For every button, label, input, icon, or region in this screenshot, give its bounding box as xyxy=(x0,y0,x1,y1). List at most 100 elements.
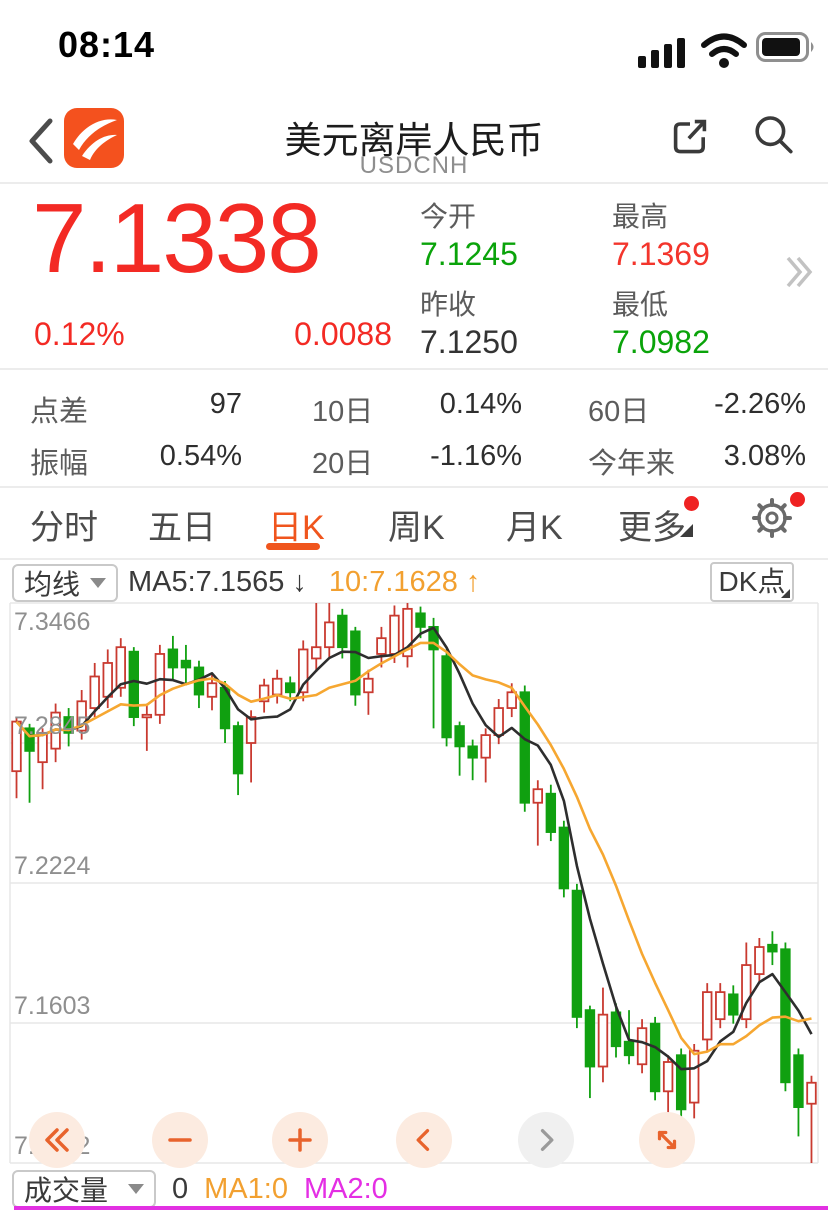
more-tab-badge xyxy=(684,496,699,511)
dk-corner-icon xyxy=(781,589,790,598)
stat-label-60d: 60日 xyxy=(588,396,650,428)
dropdown-arrow-icon xyxy=(90,578,106,588)
candle-body xyxy=(245,716,257,744)
indicator-selector-label: 成交量 xyxy=(24,1175,109,1206)
volume-bar: 成交量 0 MA1:0 MA2:0 xyxy=(12,1170,388,1208)
candle-body xyxy=(402,607,413,658)
candle-body xyxy=(597,1013,609,1068)
stat-value-amplitude: 0.54% xyxy=(159,440,242,472)
candle-body xyxy=(519,691,530,804)
ma5-direction-arrow: ↓ xyxy=(292,566,307,598)
dk-point-button[interactable]: DK点 xyxy=(710,562,794,602)
share-icon[interactable] xyxy=(666,112,714,160)
candle-body xyxy=(662,1061,674,1093)
candle-body xyxy=(206,682,218,698)
candle-body xyxy=(311,646,322,660)
back-icon[interactable] xyxy=(24,116,58,166)
candle-body xyxy=(271,677,283,696)
ma10-direction-arrow: ↑ xyxy=(465,566,481,598)
y-axis-label: 7.2224 xyxy=(14,852,91,880)
stat-value-spread: 97 xyxy=(209,388,242,420)
candle-body xyxy=(793,1054,804,1108)
battery-icon xyxy=(756,32,814,62)
expand-diagonal-icon xyxy=(657,1130,677,1150)
divider xyxy=(0,182,828,184)
candle-body xyxy=(24,727,35,752)
candle-body xyxy=(180,659,192,669)
candle-body xyxy=(141,713,153,719)
current-price: 7.1338 xyxy=(32,183,322,293)
status-bar-time: 08:14 xyxy=(58,24,156,65)
candle-body xyxy=(558,826,570,890)
ma-selector-label: 均线 xyxy=(24,569,81,600)
volume-ma2: MA2:0 xyxy=(303,1172,388,1205)
y-axis-label: 7.1603 xyxy=(14,992,91,1020)
volume-ma1: MA1:0 xyxy=(204,1172,288,1205)
candle-body xyxy=(154,653,166,716)
ma-values: MA5:7.1565 ↓ 10:7.1628 ↑ xyxy=(128,566,480,599)
plus-icon xyxy=(288,1128,312,1152)
settings-gear-icon[interactable] xyxy=(750,496,794,540)
candle-body xyxy=(89,675,100,709)
dropdown-arrow-icon xyxy=(128,1184,144,1194)
divider xyxy=(0,486,828,488)
symbol-subtitle: USDCNH xyxy=(359,152,469,179)
wifi-icon xyxy=(701,33,747,68)
candle-body xyxy=(754,946,765,975)
candle-body xyxy=(363,677,374,694)
change-value: 0.0088 xyxy=(294,316,392,352)
quote-cell-open: 今开 7.1245 xyxy=(420,201,518,272)
fullscreen-button[interactable] xyxy=(639,1112,695,1168)
candle-body xyxy=(284,682,296,694)
candle-body xyxy=(545,792,557,833)
candle-body xyxy=(337,614,348,649)
candle-body xyxy=(532,788,544,804)
candle-body xyxy=(376,637,387,655)
volume-baseline xyxy=(14,1206,828,1210)
tab-monthly-k[interactable]: 月K xyxy=(506,509,563,547)
tab-weekly-k[interactable]: 周K xyxy=(388,509,445,547)
candle-body xyxy=(258,684,270,703)
candle-body xyxy=(506,691,517,709)
tab-five-day[interactable]: 五日 xyxy=(148,509,216,547)
divider xyxy=(0,558,828,560)
candle-body xyxy=(37,731,48,764)
y-axis-label: 7.2845 xyxy=(14,712,91,740)
candle-body xyxy=(636,1027,648,1066)
candle-body xyxy=(415,612,426,628)
tab-more[interactable]: 更多 xyxy=(618,509,686,547)
divider xyxy=(0,368,828,370)
candle-body xyxy=(441,655,452,739)
stat-value-20d: -1.16% xyxy=(430,440,522,472)
candle-body xyxy=(76,700,87,732)
candle-body xyxy=(480,734,491,759)
quote-cell-low: 最低 7.0982 xyxy=(612,289,710,360)
candle-body xyxy=(115,646,126,689)
tab-daily-k[interactable]: 日K xyxy=(268,509,325,547)
rewind-button[interactable] xyxy=(29,1112,85,1168)
chart-canvas[interactable] xyxy=(0,600,828,1168)
settings-badge xyxy=(790,492,805,507)
tab-minute[interactable]: 分时 xyxy=(30,509,98,547)
stat-label-spread: 点差 xyxy=(30,396,89,428)
app-logo[interactable] xyxy=(64,108,124,168)
stat-label-amplitude: 振幅 xyxy=(30,448,89,480)
ma-selector-dropdown[interactable]: 均线 xyxy=(12,564,118,602)
zoom-out-button[interactable] xyxy=(152,1112,208,1168)
candle-body xyxy=(467,745,478,759)
ma10-line xyxy=(15,641,812,1056)
chevron-left-icon xyxy=(416,1129,430,1151)
more-quote-chevron-icon[interactable] xyxy=(782,250,816,294)
candle-body xyxy=(389,614,400,655)
zoom-in-button[interactable] xyxy=(272,1112,328,1168)
indicator-selector-dropdown[interactable]: 成交量 xyxy=(12,1170,156,1208)
candle-body xyxy=(102,662,113,698)
active-tab-underline xyxy=(266,543,320,550)
pan-right-button[interactable] xyxy=(518,1112,574,1168)
candle-body xyxy=(454,725,465,748)
candle-body xyxy=(649,1022,661,1093)
search-icon[interactable] xyxy=(750,112,798,160)
pan-left-button[interactable] xyxy=(396,1112,452,1168)
